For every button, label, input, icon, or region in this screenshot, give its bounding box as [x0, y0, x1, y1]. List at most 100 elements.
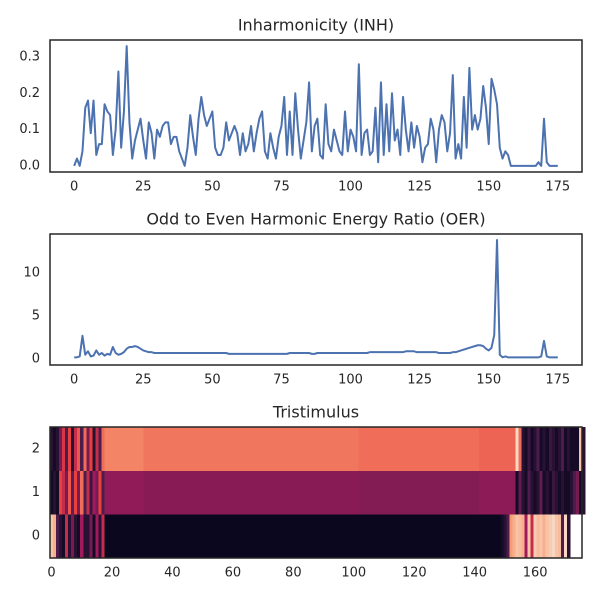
heat-cell	[110, 514, 114, 559]
heat-cell	[131, 514, 136, 559]
heat-cell	[488, 514, 492, 559]
heat-cell	[551, 514, 556, 559]
heat-cell	[273, 514, 278, 559]
heat-cell	[364, 427, 368, 472]
heat-cell	[204, 514, 208, 559]
heat-cell	[322, 470, 326, 515]
heat-cell	[119, 427, 123, 472]
heat-cell	[406, 514, 411, 559]
heat-cell	[328, 514, 332, 559]
heat-cell	[358, 470, 362, 515]
heat-cell	[306, 514, 311, 559]
heat-cell	[557, 514, 562, 559]
heat-cell	[473, 514, 477, 559]
x-tick-label: 25	[135, 180, 152, 195]
heat-cell	[149, 470, 154, 515]
heat-cell	[167, 470, 172, 515]
heat-cell	[50, 514, 54, 559]
heat-cell	[183, 514, 187, 559]
heat-cell	[569, 470, 574, 515]
heat-cell	[455, 470, 459, 515]
heat-cell	[455, 514, 459, 559]
heat-cell	[545, 427, 550, 472]
heat-cell	[122, 470, 126, 515]
heat-cell	[222, 514, 226, 559]
heat-cell	[252, 470, 256, 515]
heat-cell	[131, 470, 136, 515]
heat-cell	[128, 514, 133, 559]
heat-cell	[322, 514, 326, 559]
heat-cell	[388, 514, 392, 559]
heat-cell	[533, 514, 538, 559]
heat-cell	[65, 427, 69, 472]
heat-cell	[418, 514, 423, 559]
heat-cell	[503, 427, 507, 472]
heat-cell	[146, 427, 151, 472]
heat-cell	[470, 470, 474, 515]
heat-cell	[485, 427, 489, 472]
heat-cell	[267, 427, 272, 472]
y-tick-label: 0.1	[19, 122, 40, 137]
heat-cell	[225, 470, 229, 515]
heat-cell	[249, 427, 253, 472]
heat-cell	[458, 514, 462, 559]
heat-cell	[306, 470, 311, 515]
axes-frame	[49, 233, 583, 366]
heat-cell	[400, 470, 405, 515]
heat-cell	[452, 470, 456, 515]
heat-cell	[56, 514, 60, 559]
heat-cell	[101, 427, 105, 472]
heat-cell	[179, 470, 184, 515]
heat-cell	[527, 470, 532, 515]
heat-cell	[349, 514, 353, 559]
heat-cell	[228, 470, 232, 515]
heat-cell	[192, 470, 196, 515]
heat-cell	[370, 427, 374, 472]
heat-cell	[346, 514, 350, 559]
heat-cell	[270, 514, 275, 559]
heat-cell	[264, 427, 269, 472]
heat-cell	[216, 514, 220, 559]
heat-cell	[83, 514, 87, 559]
heat-cell	[575, 470, 580, 515]
heat-cell	[125, 427, 129, 472]
heat-cell	[134, 514, 139, 559]
heat-cell	[328, 427, 332, 472]
heat-cell	[104, 470, 108, 515]
heat-cell	[449, 514, 453, 559]
heat-cell	[560, 514, 565, 559]
heat-cell	[270, 470, 275, 515]
heat-cell	[436, 427, 441, 472]
x-tick-label: 60	[225, 566, 242, 581]
heat-cell	[140, 514, 145, 559]
heat-cell	[367, 514, 371, 559]
heat-cell	[83, 470, 87, 515]
x-tick-label: 0	[47, 566, 55, 581]
heat-cell	[467, 514, 471, 559]
heat-cell	[231, 514, 235, 559]
line	[74, 239, 558, 359]
heat-cell	[198, 427, 202, 472]
heat-cell	[267, 470, 272, 515]
heat-cell	[479, 470, 483, 515]
heat-cell	[243, 427, 247, 472]
heat-cell	[134, 470, 139, 515]
heat-cell	[506, 470, 510, 515]
heat-cell	[488, 470, 492, 515]
heat-cell	[104, 427, 108, 472]
heat-cell	[497, 514, 501, 559]
heat-cell	[500, 514, 504, 559]
heat-cell	[158, 470, 163, 515]
heat-cell	[179, 514, 184, 559]
heat-cell	[494, 514, 498, 559]
heat-cell	[503, 470, 507, 515]
heat-cell	[361, 470, 365, 515]
heat-cell	[158, 427, 163, 472]
heat-cell	[95, 470, 99, 515]
heat-cell	[92, 470, 96, 515]
heat-cell	[364, 470, 368, 515]
heat-cell	[331, 514, 335, 559]
heat-cell	[485, 514, 489, 559]
heat-cell	[216, 427, 220, 472]
heat-cell	[385, 514, 389, 559]
